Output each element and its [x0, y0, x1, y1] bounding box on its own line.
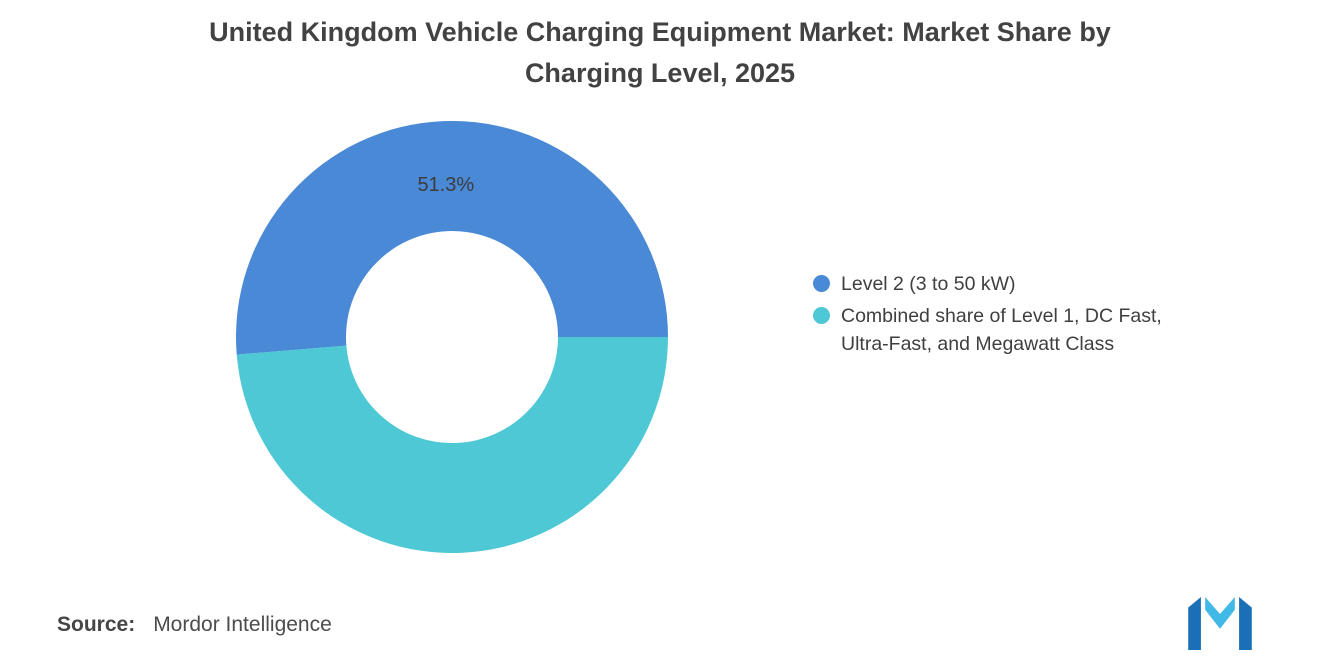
source-line: Source: Mordor Intelligence	[57, 613, 332, 637]
legend: Level 2 (3 to 50 kW) Combined share of L…	[813, 270, 1213, 358]
pie-data-label: 51.3%	[417, 174, 474, 196]
legend-marker-teal-icon	[813, 307, 830, 324]
chart-title-line2: Charging Level, 2025	[524, 58, 796, 88]
legend-item-combined-share[interactable]: Combined share of Level 1, DC Fast, Ultr…	[813, 302, 1213, 358]
donut-chart: 51.3%	[236, 120, 668, 553]
mordor-intelligence-logo-icon	[1188, 597, 1252, 650]
source-label: Source:	[57, 613, 136, 636]
legend-label: Level 2 (3 to 50 kW)	[841, 273, 1016, 295]
chart-title: United Kingdom Vehicle Charging Equipmen…	[0, 12, 1320, 94]
source-value: Mordor Intelligence	[153, 613, 332, 636]
legend-item-level-2[interactable]: Level 2 (3 to 50 kW)	[813, 270, 1213, 298]
legend-marker-blue-icon	[813, 275, 830, 292]
pie-slice-1[interactable]	[236, 337, 668, 553]
legend-label: Combined share of Level 1, DC Fast, Ultr…	[841, 305, 1162, 355]
chart-title-line1: United Kingdom Vehicle Charging Equipmen…	[209, 17, 1111, 47]
pie-slice-0[interactable]	[236, 120, 668, 355]
